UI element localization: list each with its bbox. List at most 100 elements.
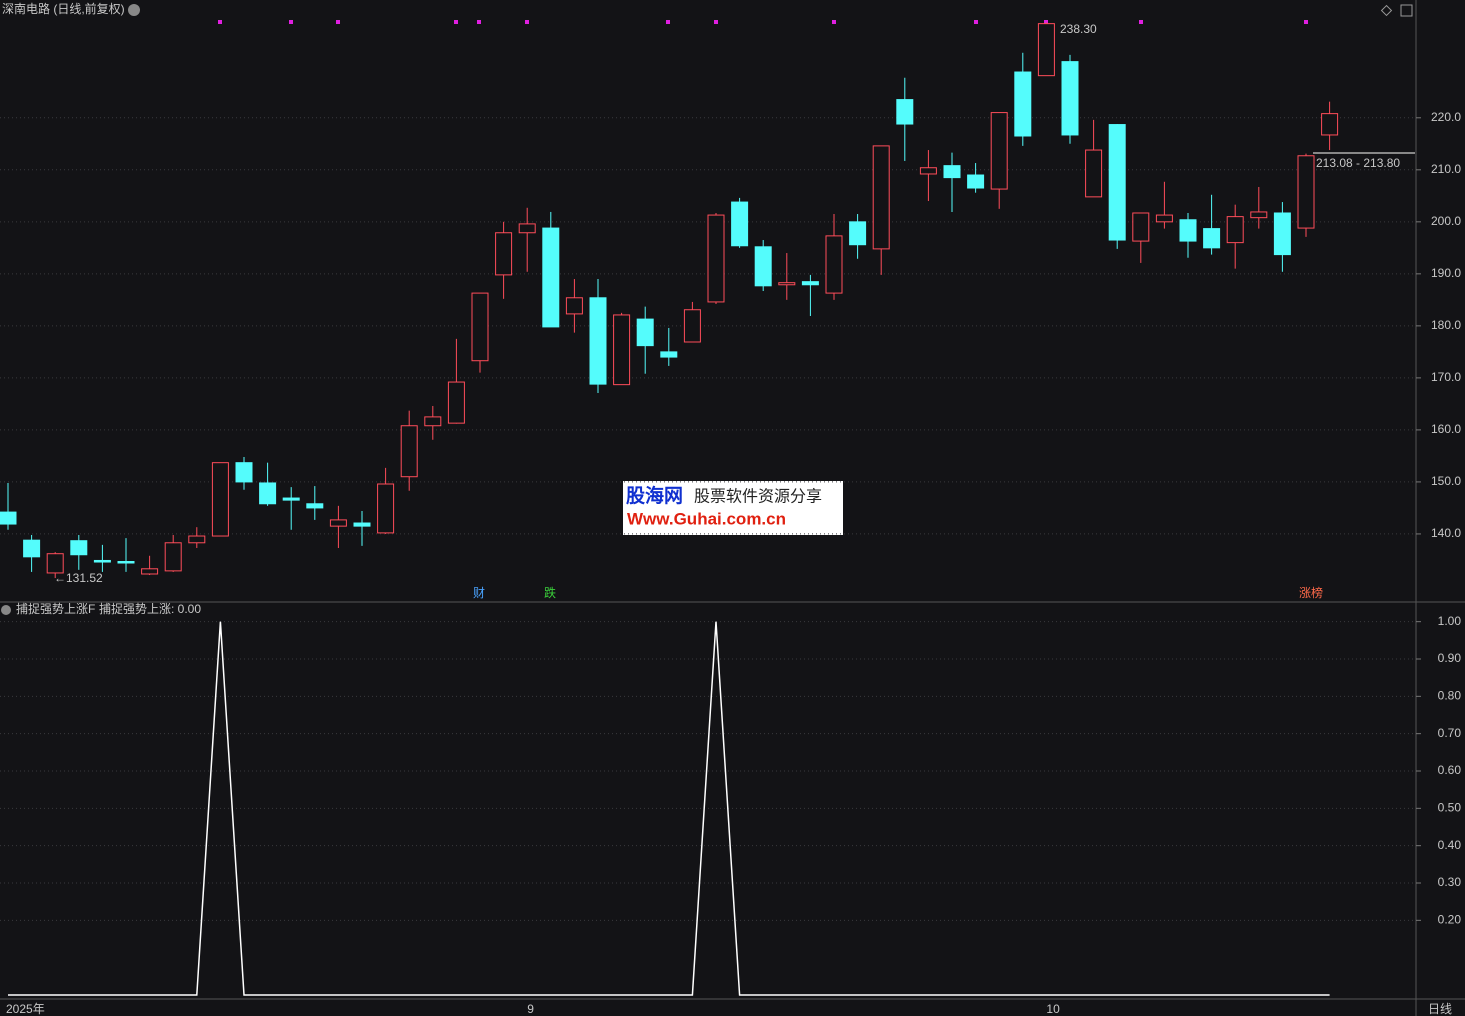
y-tick-label: 0.50 xyxy=(1438,801,1462,815)
candle-body xyxy=(471,292,489,362)
candle-body xyxy=(377,483,395,534)
candle-body xyxy=(542,227,560,328)
indicator-line xyxy=(8,621,1330,996)
y-tick-label: 0.60 xyxy=(1438,763,1462,777)
candle-body xyxy=(849,221,867,246)
legend-entry: 捕捉强势上涨: 0.00 xyxy=(99,601,201,616)
candle-body xyxy=(683,309,701,343)
watermark-box xyxy=(623,481,843,535)
candle-body xyxy=(636,318,654,347)
candle-body xyxy=(495,232,513,276)
candle-body xyxy=(141,568,159,575)
watermark-site: 股海网 xyxy=(626,484,683,507)
high-annotation: 238.30 xyxy=(1060,22,1097,36)
candle-body xyxy=(1297,155,1315,229)
candle-body xyxy=(1061,61,1079,136)
signal-dots xyxy=(218,20,1308,24)
candle-body xyxy=(967,174,985,189)
candle-body xyxy=(896,99,914,125)
candle-body xyxy=(306,503,324,509)
y-tick-label: 0.40 xyxy=(1438,838,1462,852)
candle-body xyxy=(235,462,253,483)
y-tick-label: 200.0 xyxy=(1431,214,1461,228)
indicator-title: 捕捉强势上涨F xyxy=(16,601,95,616)
candle-body xyxy=(1203,228,1221,249)
x-tick-label: 9 xyxy=(527,1002,534,1016)
candle-body xyxy=(872,145,890,250)
candle-body xyxy=(1179,219,1197,242)
candle-body xyxy=(0,511,17,525)
dropdown-icon[interactable] xyxy=(128,4,140,16)
candle-body xyxy=(46,553,64,574)
x-tick-label: 2025年 xyxy=(6,1002,45,1016)
y-tick-label: 1.00 xyxy=(1438,614,1462,628)
candle-body xyxy=(707,214,725,303)
candle-body xyxy=(1085,149,1103,198)
candle-body xyxy=(1250,211,1268,219)
candle-body xyxy=(778,282,796,286)
watermark-url: Www.Guhai.com.cn xyxy=(627,509,786,528)
candle-body xyxy=(990,112,1008,190)
candle-body xyxy=(919,167,937,175)
candle-body xyxy=(117,561,135,564)
icon[interactable] xyxy=(1400,4,1413,17)
watermark: 股海网 股票软件资源分享 Www.Guhai.com.cn xyxy=(623,481,843,535)
candle-body xyxy=(259,482,277,505)
candle-body xyxy=(424,416,442,427)
candle-body xyxy=(589,297,607,385)
candle-body xyxy=(282,497,300,501)
candle-body xyxy=(447,381,465,424)
candle-body xyxy=(93,559,111,563)
candle-body xyxy=(731,201,749,247)
period-label: 日线 xyxy=(1428,1002,1452,1016)
candle-body xyxy=(801,281,819,286)
y-tick-label: 0.70 xyxy=(1438,726,1462,740)
dropdown-icon[interactable] xyxy=(1,605,11,615)
candle-body xyxy=(1273,212,1291,256)
candle-body xyxy=(1155,214,1173,223)
candle-body xyxy=(329,519,347,527)
candle-body xyxy=(188,535,206,544)
candle-body xyxy=(23,539,41,558)
y-tick-label: 0.20 xyxy=(1438,913,1462,927)
candle-body xyxy=(754,246,772,287)
candle-body xyxy=(70,540,88,556)
y-tick-label: 150.0 xyxy=(1431,474,1461,488)
candle-body xyxy=(1108,124,1126,241)
event-tag[interactable]: 跌 xyxy=(544,585,556,600)
candle-body xyxy=(518,223,536,234)
candle-body xyxy=(825,235,843,294)
x-tick-label: 10 xyxy=(1046,1002,1060,1016)
low-annotation: ←131.52 xyxy=(54,571,103,585)
y-tick-label: 170.0 xyxy=(1431,370,1461,384)
watermark-slogan: 股票软件资源分享 xyxy=(694,487,822,506)
y-tick-label: 220.0 xyxy=(1431,110,1461,124)
candle-body xyxy=(1226,216,1244,244)
event-tag[interactable]: 财 xyxy=(473,586,485,600)
y-tick-label: 160.0 xyxy=(1431,422,1461,436)
price-label: 213.08 - 213.80 xyxy=(1316,156,1400,170)
y-tick-label: 0.90 xyxy=(1438,651,1462,665)
icon[interactable] xyxy=(1380,4,1393,17)
y-tick-label: 180.0 xyxy=(1431,318,1461,332)
candle-body xyxy=(1132,212,1150,242)
candle-body xyxy=(565,297,583,315)
candle-body xyxy=(353,522,371,527)
chart-title: 深南电路 (日线,前复权) xyxy=(2,1,125,16)
candle-body xyxy=(1014,71,1032,137)
y-tick-label: 0.30 xyxy=(1438,875,1462,889)
candle-body xyxy=(613,314,631,386)
y-tick-label: 210.0 xyxy=(1431,162,1461,176)
candle-body xyxy=(211,462,229,537)
candle-body xyxy=(400,425,418,478)
candle-body xyxy=(1037,23,1055,77)
candle-body xyxy=(943,165,961,179)
event-tag[interactable]: 涨榜 xyxy=(1299,585,1323,600)
candle-body xyxy=(164,542,182,572)
y-tick-label: 140.0 xyxy=(1431,526,1461,540)
candle-body xyxy=(660,351,678,358)
candle-body xyxy=(1321,113,1339,136)
y-tick-label: 190.0 xyxy=(1431,266,1461,280)
y-tick-label: 0.80 xyxy=(1438,689,1462,703)
